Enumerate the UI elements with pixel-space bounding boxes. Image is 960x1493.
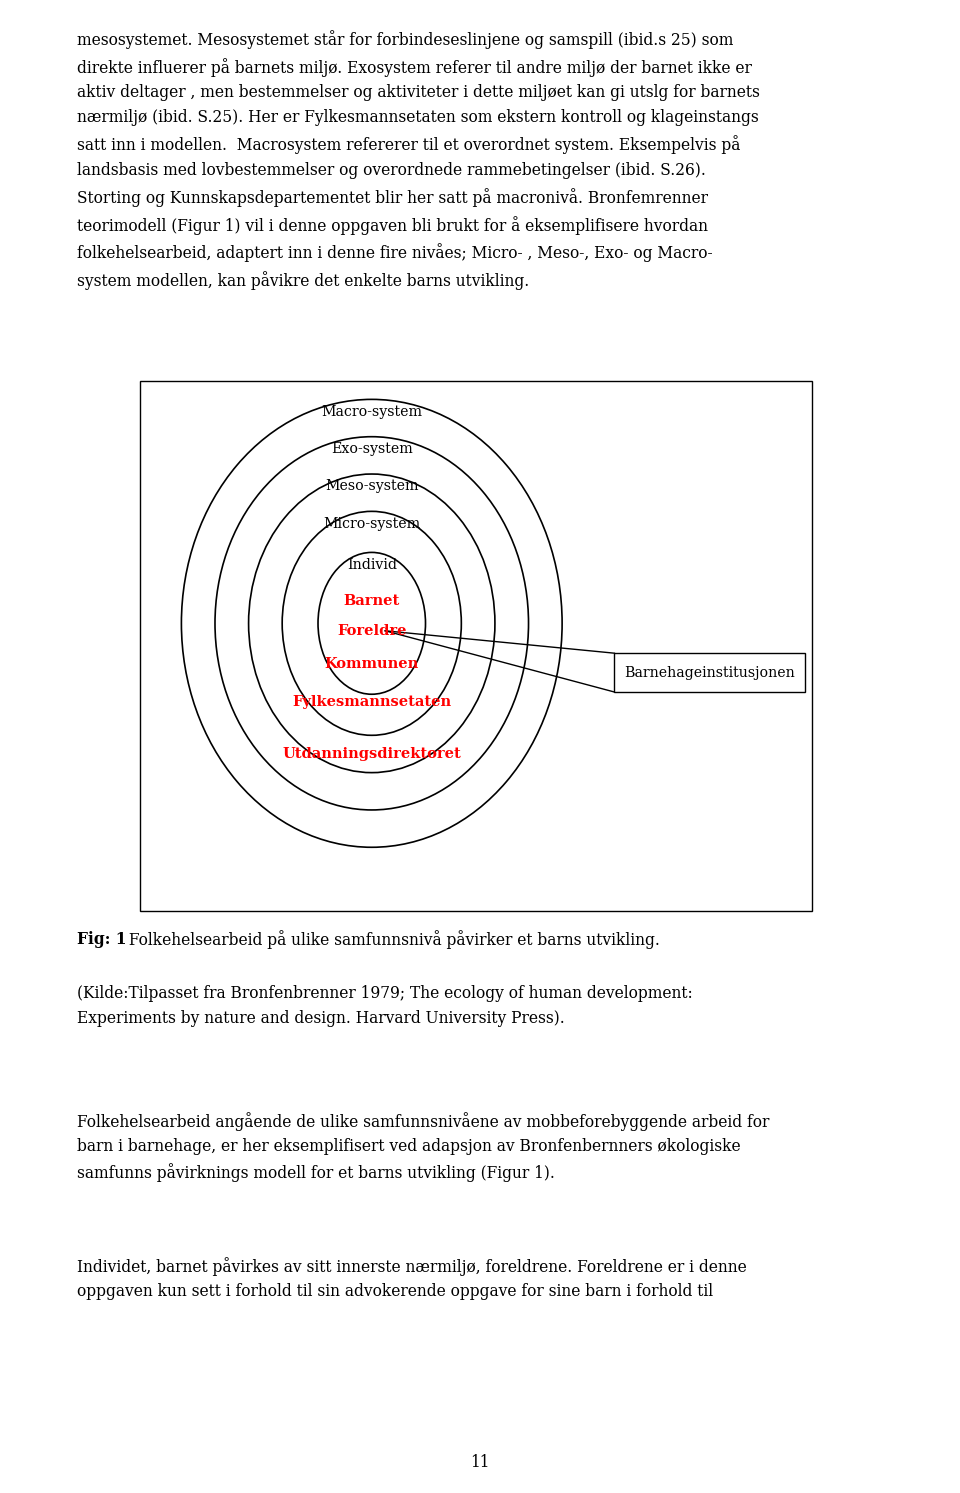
Text: Barnet: Barnet bbox=[344, 594, 400, 608]
Text: mesosystemet. Mesosystemet står for forbindeseslinjene og samspill (ibid.s 25) s: mesosystemet. Mesosystemet står for forb… bbox=[77, 30, 759, 290]
Text: Foreldre: Foreldre bbox=[337, 624, 406, 638]
Text: Folkehelsearbeid angående de ulike samfunnsnivåene av mobbeforebyggende arbeid f: Folkehelsearbeid angående de ulike samfu… bbox=[77, 1112, 769, 1182]
Text: Micro-system: Micro-system bbox=[324, 517, 420, 530]
Text: Fig: 1: Fig: 1 bbox=[77, 932, 127, 948]
FancyBboxPatch shape bbox=[140, 381, 812, 911]
Ellipse shape bbox=[215, 437, 529, 811]
Text: Folkehelsearbeid på ulike samfunnsnivå påvirker et barns utvikling.: Folkehelsearbeid på ulike samfunnsnivå p… bbox=[124, 930, 660, 950]
Text: Fylkesmannsetaten: Fylkesmannsetaten bbox=[292, 694, 451, 709]
Ellipse shape bbox=[249, 475, 495, 773]
Text: Meso-system: Meso-system bbox=[325, 479, 419, 493]
Text: 11: 11 bbox=[470, 1454, 490, 1471]
Ellipse shape bbox=[181, 400, 563, 848]
Text: (Kilde:Tilpasset fra Bronfenbrenner 1979; The ecology of human development:
Expe: (Kilde:Tilpasset fra Bronfenbrenner 1979… bbox=[77, 985, 692, 1027]
Text: Exo-system: Exo-system bbox=[331, 442, 413, 455]
Text: Kommunen: Kommunen bbox=[324, 657, 419, 672]
Ellipse shape bbox=[318, 552, 425, 694]
Ellipse shape bbox=[282, 511, 462, 736]
Text: Utdanningsdirektoret: Utdanningsdirektoret bbox=[282, 746, 461, 761]
Text: Individet, barnet påvirkes av sitt innerste nærmiljø, foreldrene. Foreldrene er : Individet, barnet påvirkes av sitt inner… bbox=[77, 1257, 747, 1300]
Bar bbox=[614, 654, 804, 693]
Text: Macro-system: Macro-system bbox=[322, 405, 422, 418]
Text: Individ: Individ bbox=[347, 558, 396, 572]
Text: Barnehageinstitusjonen: Barnehageinstitusjonen bbox=[624, 666, 795, 679]
